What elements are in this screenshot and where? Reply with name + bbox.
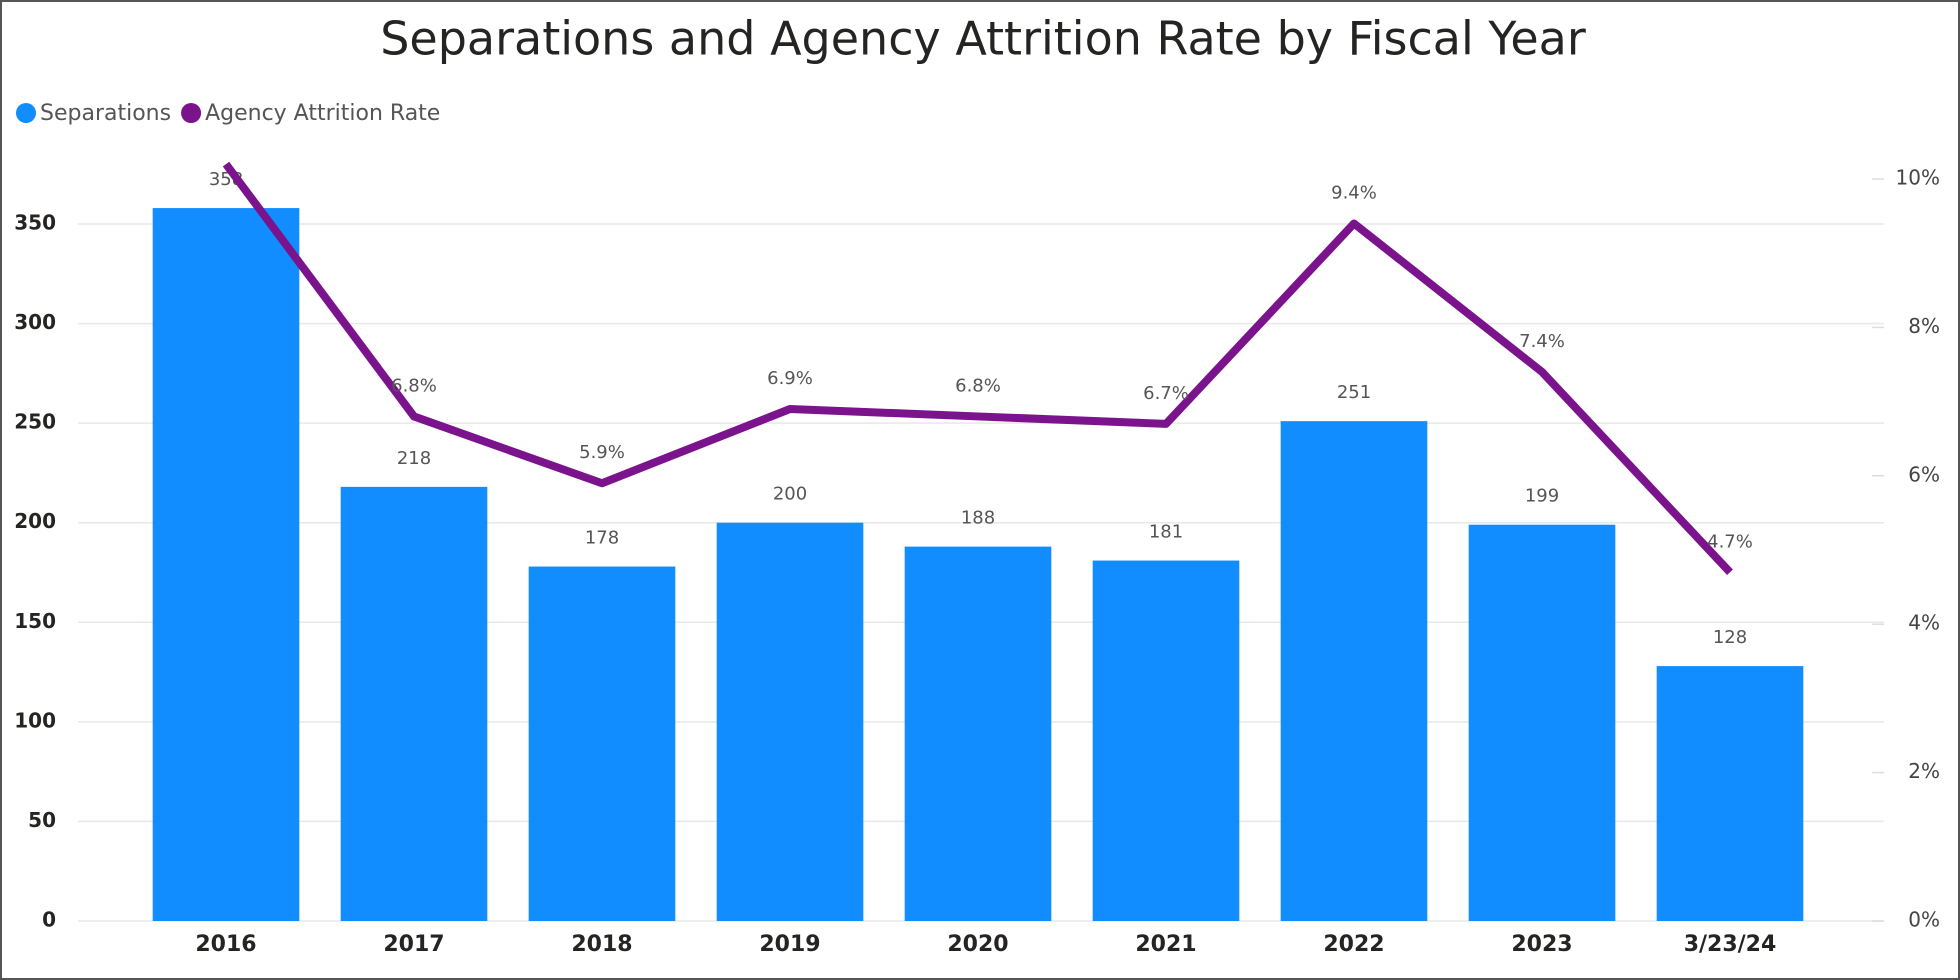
- rate-line: [222, 161, 1733, 575]
- bar: [1656, 666, 1804, 921]
- bar: [340, 486, 488, 921]
- y2-tick-label: 2%: [1908, 759, 1940, 783]
- legend-label: Agency Attrition Rate: [205, 101, 440, 126]
- bar-value-label: 178: [585, 528, 619, 549]
- legend-label: Separations: [40, 101, 171, 126]
- bar-value-label: 199: [1525, 486, 1559, 507]
- legend-marker: [16, 103, 36, 123]
- bar: [1280, 421, 1428, 921]
- y2-tick-label: 10%: [1896, 166, 1940, 190]
- x-tick-label: 2016: [195, 932, 256, 957]
- chart-title: Separations and Agency Attrition Rate by…: [380, 12, 1586, 66]
- y-tick-label: 0: [42, 908, 56, 932]
- line-value-label: 9.4%: [1331, 183, 1377, 204]
- x-tick-label: 2021: [1135, 932, 1196, 957]
- bar-value-label: 181: [1149, 522, 1183, 543]
- line-value-label: 6.8%: [955, 375, 1001, 396]
- bar: [152, 208, 300, 922]
- y-tick-label: 300: [14, 310, 56, 334]
- bar-value-label: 128: [1713, 627, 1747, 648]
- y2-tick-label: 8%: [1908, 314, 1940, 338]
- line-value-label: 7.4%: [1519, 331, 1565, 352]
- y2-tick-label: 0%: [1908, 908, 1940, 932]
- y-tick-label: 250: [14, 410, 56, 434]
- y2-tick-label: 6%: [1908, 462, 1940, 486]
- bar-value-label: 200: [773, 484, 807, 505]
- bar: [1092, 560, 1240, 921]
- x-tick-label: 2020: [947, 932, 1008, 957]
- x-tick-label: 2019: [759, 932, 820, 957]
- line-value-label: 6.9%: [767, 368, 813, 389]
- line-value-label: 6.8%: [391, 375, 437, 396]
- bar-value-label: 251: [1337, 382, 1371, 403]
- x-tick-label: 3/23/24: [1684, 932, 1777, 957]
- x-tick-label: 2023: [1511, 932, 1572, 957]
- bar: [904, 546, 1052, 921]
- bar-value-label: 188: [961, 508, 995, 529]
- x-tick-label: 2022: [1323, 932, 1384, 957]
- y-tick-label: 50: [28, 808, 56, 832]
- bar-value-label: 218: [397, 448, 431, 469]
- bar: [528, 566, 676, 921]
- bar: [716, 522, 864, 921]
- bar: [1468, 524, 1616, 921]
- y-tick-label: 100: [14, 708, 56, 732]
- line-value-label: 4.7%: [1707, 531, 1753, 552]
- x-tick-label: 2017: [383, 932, 444, 957]
- y-tick-label: 350: [14, 211, 56, 235]
- legend-marker: [181, 103, 202, 123]
- x-tick-label: 2018: [571, 932, 632, 957]
- y-tick-label: 150: [14, 609, 56, 633]
- y-tick-label: 200: [14, 509, 56, 533]
- line-value-label: 5.9%: [579, 442, 625, 463]
- line-value-label: 6.7%: [1143, 383, 1189, 404]
- y2-tick-label: 4%: [1908, 611, 1940, 635]
